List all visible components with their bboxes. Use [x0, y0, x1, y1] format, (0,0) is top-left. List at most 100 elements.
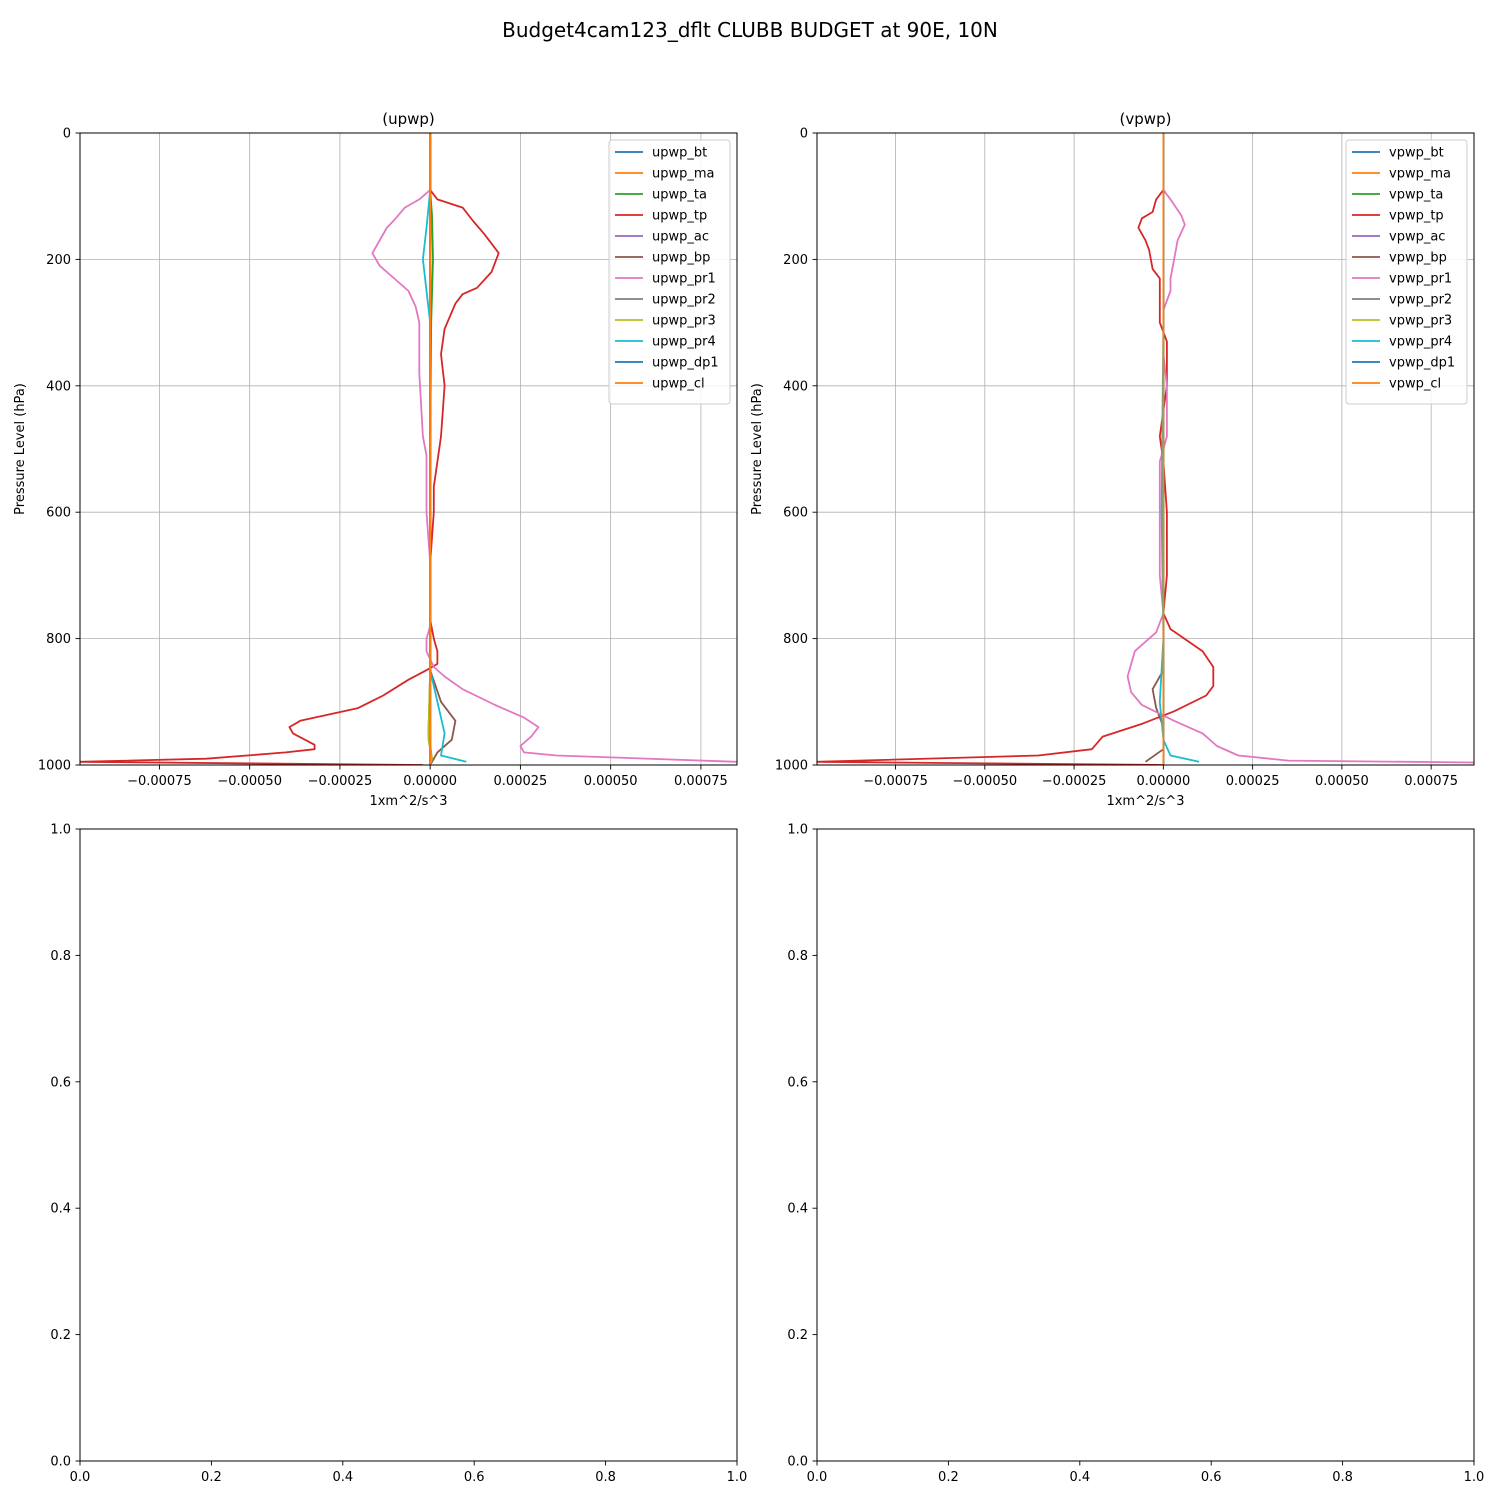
axes-title: (upwp)	[382, 110, 435, 128]
axes-4: 0.0 0.2 0.4 0.6 0.8 1.0 0.0 0.2 0.4 0.6 0.8 1.0	[787, 823, 1484, 1486]
legend-label-vpwp_pr1: vpwp_pr1	[1389, 272, 1452, 287]
x-tick-label: −0.00050	[952, 774, 1017, 789]
x-tick-label: 0.00050	[584, 774, 638, 789]
series-line-vpwp_pr1	[1126, 133, 1474, 764]
y-tick-label: 400	[783, 379, 808, 394]
axes-frame	[79, 828, 738, 1462]
legend-frame	[1345, 139, 1468, 405]
legend-label-upwp_bp: upwp_bp	[652, 251, 710, 266]
legend-label-upwp_pr4: upwp_pr4	[652, 335, 716, 350]
x-tick-label: 0.2	[201, 1470, 222, 1485]
legend-label-upwp_bt: upwp_bt	[652, 146, 707, 161]
y-tick-label: 0.6	[50, 1075, 71, 1090]
series-line-vpwp_tp	[817, 133, 1215, 765]
legend-label-upwp_ta: upwp_ta	[652, 188, 707, 203]
x-tick-label: −0.00075	[863, 774, 928, 789]
legend-label-upwp_ma: upwp_ma	[652, 167, 715, 182]
legend-label-vpwp_bp: vpwp_bp	[1389, 251, 1447, 266]
x-tick-label: 0.8	[1332, 1470, 1353, 1485]
y-tick-label: 0.8	[787, 949, 808, 964]
x-tick-label: 0.2	[938, 1470, 959, 1485]
y-tick-label: 0.0	[50, 1455, 71, 1470]
axes-1: −0.00075 −0.00050 −0.00025 0.00000 0.00025 0.…	[13, 110, 738, 809]
x-tick-label: −0.00025	[1042, 774, 1107, 789]
y-tick-label: 600	[46, 506, 71, 521]
x-tick-label: 0.00000	[1136, 774, 1190, 789]
axes-frame	[816, 132, 1475, 766]
legend-label-vpwp_bt: vpwp_bt	[1389, 146, 1444, 161]
legend-label-vpwp_dp1: vpwp_dp1	[1389, 356, 1455, 371]
x-tick-label: 0.00000	[403, 774, 457, 789]
x-tick-label: 0.4	[1069, 1470, 1090, 1485]
x-tick-label: 0.0	[807, 1470, 828, 1485]
x-tick-label: 0.8	[595, 1470, 616, 1485]
y-tick-label: 600	[783, 506, 808, 521]
legend-label-vpwp_ma: vpwp_ma	[1389, 167, 1451, 182]
y-tick-label: 0	[63, 127, 71, 142]
x-tick-label: 0.6	[464, 1470, 485, 1485]
y-tick-label: 0.0	[787, 1455, 808, 1470]
x-tick-label: 0.4	[332, 1470, 353, 1485]
y-tick-label: 200	[783, 253, 808, 268]
y-tick-label: 0.6	[787, 1075, 808, 1090]
legend-label-vpwp_pr3: vpwp_pr3	[1389, 314, 1452, 329]
x-tick-label: 0.00075	[674, 774, 728, 789]
legend-label-vpwp_cl: vpwp_cl	[1389, 377, 1441, 392]
legend-label-upwp_pr2: upwp_pr2	[652, 293, 716, 308]
series-group	[817, 133, 1474, 765]
y-tick-label: 0.4	[787, 1202, 808, 1217]
x-tick-label: −0.00050	[217, 774, 282, 789]
y-tick-label: 800	[46, 632, 71, 647]
series-group	[80, 133, 737, 765]
x-tick-label: 0.6	[1201, 1470, 1222, 1485]
axes-2: −0.00075 −0.00050 −0.00025 0.00000 0.00025 0.…	[750, 110, 1475, 809]
y-tick-label: 0.2	[50, 1328, 71, 1343]
y-tick-label: 1.0	[50, 823, 71, 838]
x-tick-label: 0.00025	[494, 774, 548, 789]
series-line-upwp_pr1	[371, 133, 737, 763]
legend-label-vpwp_pr2: vpwp_pr2	[1389, 293, 1452, 308]
y-tick-label: 1000	[38, 759, 71, 774]
y-axis-label: Pressure Level (hPa)	[13, 383, 28, 515]
y-tick-label: 800	[783, 632, 808, 647]
x-tick-label: −0.00025	[308, 774, 373, 789]
legend-label-vpwp_ac: vpwp_ac	[1389, 230, 1445, 245]
y-tick-label: 1.0	[787, 823, 808, 838]
y-tick-label: 0.2	[787, 1328, 808, 1343]
y-axis-label: Pressure Level (hPa)	[750, 383, 765, 515]
legend-label-upwp_ac: upwp_ac	[652, 230, 709, 245]
x-tick-label: 0.00050	[1315, 774, 1369, 789]
y-tick-label: 0.4	[50, 1202, 71, 1217]
legend-label-upwp_cl: upwp_cl	[652, 377, 705, 392]
x-axis-label: 1xm^2/s^3	[1106, 794, 1184, 809]
legend-label-upwp_pr3: upwp_pr3	[652, 314, 716, 329]
legend-label-vpwp_ta: vpwp_ta	[1389, 188, 1443, 203]
axes-3: 0.0 0.2 0.4 0.6 0.8 1.0 0.0 0.2 0.4 0.6 0.8 1.0	[50, 823, 747, 1486]
legend: vpwp_bt vpwp_ma vpwp_ta vpwp_tp vpwp_ac vpwp_…	[1345, 139, 1468, 405]
x-tick-label: 1.0	[1464, 1470, 1485, 1485]
figure-suptitle: Budget4cam123_dflt CLUBB BUDGET at 90E, …	[502, 18, 998, 42]
legend-label-vpwp_pr4: vpwp_pr4	[1389, 335, 1452, 350]
legend-label-upwp_dp1: upwp_dp1	[652, 356, 719, 371]
legend: upwp_bt upwp_ma upwp_ta upwp_tp upwp_ac upwp_…	[608, 139, 731, 405]
x-tick-label: −0.00075	[127, 774, 192, 789]
axes-frame	[79, 132, 738, 766]
x-tick-label: 0.0	[70, 1470, 91, 1485]
legend-label-vpwp_tp: vpwp_tp	[1389, 209, 1444, 224]
x-tick-label: 0.00025	[1226, 774, 1280, 789]
x-tick-label: 1.0	[727, 1470, 748, 1485]
x-tick-label: 0.00075	[1404, 774, 1458, 789]
legend-frame	[608, 139, 731, 405]
legend-label-upwp_pr1: upwp_pr1	[652, 272, 716, 287]
y-tick-label: 0	[800, 127, 808, 142]
y-tick-label: 1000	[775, 759, 808, 774]
y-tick-label: 400	[46, 379, 71, 394]
legend-label-upwp_tp: upwp_tp	[652, 209, 707, 224]
axes-frame	[816, 828, 1475, 1462]
y-tick-label: 0.8	[50, 949, 71, 964]
x-axis-label: 1xm^2/s^3	[369, 794, 447, 809]
axes-title: (vpwp)	[1120, 110, 1172, 128]
y-tick-label: 200	[46, 253, 71, 268]
